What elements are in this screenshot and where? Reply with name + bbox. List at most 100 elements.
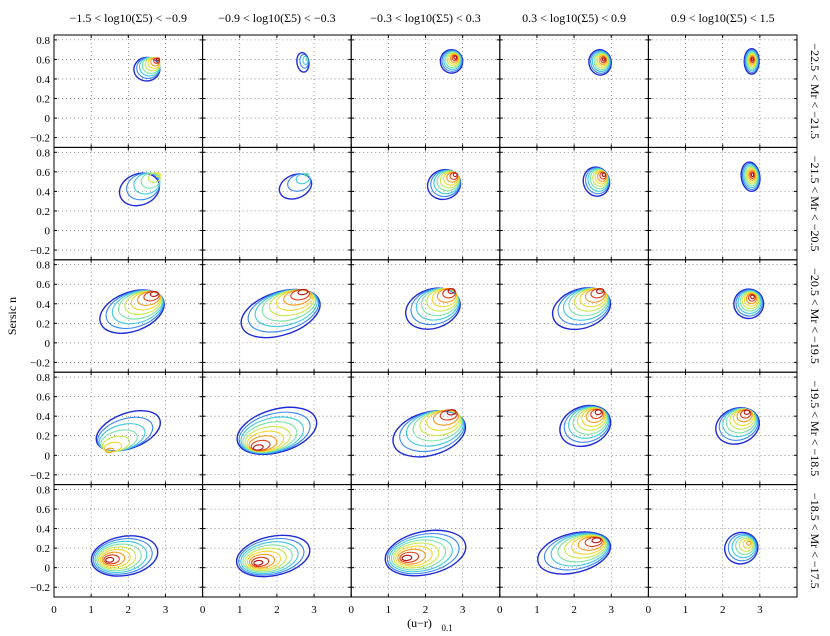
y-tick-label: 0.6 [36,392,50,404]
contour-level-9 [594,409,602,416]
contour-level-2 [238,538,305,576]
y-tick-label: 0 [45,450,51,462]
x-tick-label: 3 [163,604,169,616]
contour-level-5 [392,542,440,569]
contour-set [588,48,612,76]
contour-level-1 [439,48,464,74]
grid-lines [648,259,797,373]
contour-level-5 [745,167,758,185]
contour-level-7 [577,536,604,551]
contour-level-8 [740,409,752,419]
grid-lines [54,35,203,148]
y-tick-label: −0.2 [30,470,50,482]
y-tick-label: −0.2 [30,245,50,257]
panel-r2-c5 [647,146,798,261]
contour-level-9 [750,57,754,62]
y-tick-label: 0.8 [36,147,50,159]
contour-level-2 [735,289,763,317]
y-tick-label: 0.6 [36,279,50,291]
panel-r5-c2 [202,484,352,598]
grid-lines [54,484,203,597]
contour-level-1 [240,288,321,339]
grid-lines [351,484,500,597]
contour-level-2 [744,49,759,74]
contour-level-7 [136,290,161,306]
contour-level-6 [579,288,607,308]
grid-lines [499,259,649,373]
grid-lines [54,372,203,485]
panel-r2-c2 [202,146,352,261]
contour-level-9 [596,288,605,295]
contour-level-4 [739,290,761,312]
contour-level-5 [446,52,461,67]
contour-level-7 [397,548,426,565]
column-title: 0.3 < log10(Σ5) < 0.9 [522,11,626,25]
contour-level-5 [576,407,607,431]
x-tick-label: 3 [311,604,317,616]
contour-set [743,47,760,75]
contour-level-4 [444,51,461,69]
y-tick-label: 0.6 [36,504,50,516]
contour-level-3 [295,173,311,185]
contour-level-1 [715,407,761,445]
contour-level-7 [585,408,605,424]
grid-lines [499,484,649,597]
y-tick-label: 0 [45,225,51,237]
x-tick-label: 2 [126,604,132,616]
contour-set [733,288,765,320]
contour-level-8 [290,289,310,301]
y-tick-label: −0.2 [30,357,50,369]
contour-level-1 [559,404,612,448]
y-tick-label: 0.4 [36,74,50,86]
contour-level-4 [390,539,447,571]
panels-layer [53,34,798,598]
contour-level-6 [246,550,282,570]
panel-r4-c2 [202,371,352,486]
contour-level-9 [453,55,458,60]
x-axis-label-subscript: 0.1 [442,623,453,633]
contour-level-5 [244,547,287,572]
contour-set [278,172,313,200]
contour-set [235,534,311,578]
contour-level-7 [746,540,752,546]
panel-r5-c1 [53,484,204,598]
contour-level-3 [737,290,762,315]
contour-level-2 [718,407,759,441]
contour-level-8 [750,56,755,64]
contour-level-2 [287,173,312,192]
contour-set [296,51,310,73]
contour-set [240,288,321,339]
y-tick-label: 0.4 [36,299,50,311]
grid-lines [202,35,352,148]
contour-level-2 [727,533,758,562]
contour-level-7 [598,55,608,66]
x-tick-label: 1 [534,604,540,616]
x-tick-label: 2 [571,604,577,616]
y-tick-label: 0.2 [36,431,50,443]
contour-level-1 [743,47,760,75]
contour-level-9 [446,409,457,416]
grid-lines [351,259,500,373]
contour-level-8 [399,551,420,563]
grid-lines [351,372,500,485]
contour-level-9 [105,556,115,563]
grid-lines [202,372,352,485]
contour-level-3 [388,536,453,573]
contour-level-5 [595,53,609,69]
contour-level-8 [590,288,606,299]
contour-level-7 [105,447,115,454]
contour-level-2 [247,289,320,333]
contour-set [723,531,759,565]
contour-level-4 [746,51,758,70]
panel-r1-c5 [647,34,798,148]
contour-level-1 [537,531,612,575]
contour-level-9 [591,537,602,544]
contour-level-1 [392,410,467,458]
x-tick-label: 3 [460,604,466,616]
contour-set [392,409,467,458]
contour-level-7 [101,551,126,567]
y-axis-label: Sersic n [5,297,19,335]
panel-r4-c4 [499,371,649,486]
contour-level-3 [745,50,759,72]
